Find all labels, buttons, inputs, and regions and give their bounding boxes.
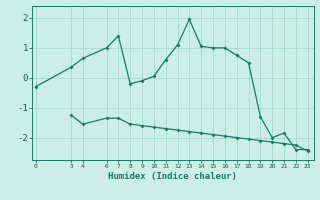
X-axis label: Humidex (Indice chaleur): Humidex (Indice chaleur) bbox=[108, 172, 237, 181]
